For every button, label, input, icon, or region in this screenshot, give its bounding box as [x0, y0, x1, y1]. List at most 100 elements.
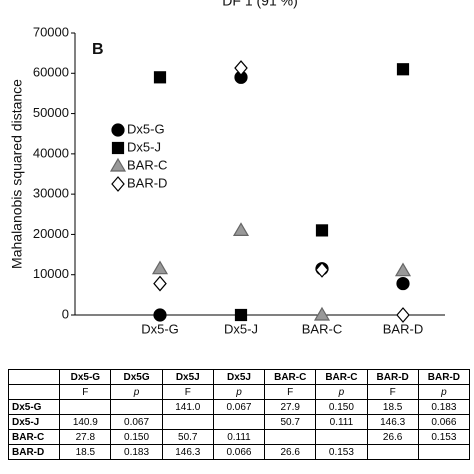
table-cell: p: [315, 384, 368, 400]
legend-label: BAR-D: [127, 175, 167, 190]
table-cell: 0.153: [417, 429, 471, 445]
marker: [153, 71, 167, 84]
table-cell: 0.066: [212, 444, 266, 460]
table-cell: [366, 444, 419, 460]
table-cell: 26.6: [264, 444, 317, 460]
table-cell: 0.111: [212, 429, 266, 445]
y-tick-label: 20000: [33, 226, 69, 241]
chart-title: DF 1 (91 %): [222, 0, 297, 9]
table-cell: p: [110, 384, 163, 400]
table-cell: BAR-D: [366, 369, 419, 385]
marker: [396, 276, 410, 291]
marker: [111, 176, 125, 192]
table-cell: Dx5-G: [7, 399, 61, 415]
y-tick-label: 10000: [33, 266, 69, 281]
panel-label: B: [92, 41, 104, 58]
marker: [234, 60, 248, 76]
table-cell: 18.5: [59, 444, 112, 460]
marker: [396, 307, 410, 323]
table-row: Dx5-G Dx5G Dx5J Dx5J BAR-C BAR-C BAR-D BAR-D: [7, 369, 471, 385]
table-cell: [212, 414, 266, 430]
marker: [111, 141, 125, 155]
y-tick-label: 40000: [33, 145, 69, 160]
table-cell: Dx5J: [212, 369, 266, 385]
table-cell: [110, 399, 163, 415]
table-cell: Dx5-G: [59, 369, 112, 385]
table-cell: p: [212, 384, 266, 400]
table-cell: BAR-C: [264, 369, 317, 385]
table-cell: p: [417, 384, 471, 400]
table-cell: [7, 384, 61, 400]
marker: [109, 157, 127, 172]
x-tick-label: Dx5-G: [141, 321, 179, 336]
marker: [153, 275, 167, 292]
table-cell: 0.183: [110, 444, 163, 460]
table-cell: 27.8: [59, 429, 112, 445]
table-row: BAR-D 18.5 0.183 146.3 0.066 26.6 0.153: [7, 444, 471, 460]
marker: [111, 123, 125, 137]
marker: [315, 224, 329, 237]
table-cell: 0.183: [417, 399, 471, 415]
table-cell: 50.7: [161, 429, 214, 445]
table-cell: [161, 414, 214, 430]
y-tick-label: 60000: [33, 65, 69, 80]
marker: [313, 306, 331, 321]
table-cell: 146.3: [366, 414, 419, 430]
marker: [151, 260, 169, 275]
table-cell: 0.066: [417, 414, 471, 430]
table-cell: [264, 429, 317, 445]
y-tick-label: 0: [62, 306, 69, 321]
table-cell: Dx5G: [110, 369, 163, 385]
marker: [234, 308, 248, 322]
legend-label: Dx5-J: [127, 139, 161, 154]
legend-label: Dx5-G: [127, 121, 165, 136]
table-cell: 140.9: [59, 414, 112, 430]
table-cell: F: [366, 384, 419, 400]
y-axis-label: Mahalanobis squared distance: [9, 79, 25, 269]
table-cell: [315, 429, 368, 445]
table-cell: 18.5: [366, 399, 419, 415]
chart: DF 1 (91 %) B Mahalanobis squared distan…: [9, 0, 445, 336]
y-tick-label: 50000: [33, 105, 69, 120]
marker: [396, 63, 410, 76]
table-cell: 0.150: [110, 429, 163, 445]
legend-label: BAR-C: [127, 157, 167, 172]
table-cell: 0.150: [315, 399, 368, 415]
x-tick-label: BAR-D: [383, 321, 423, 336]
table-cell: BAR-D: [7, 444, 61, 460]
table-cell: [417, 444, 471, 460]
table-row: BAR-C 27.8 0.150 50.7 0.111 26.6 0.153: [7, 429, 471, 445]
table-row: Dx5-J 140.9 0.067 50.7 0.111 146.3 0.066: [7, 414, 471, 430]
marker: [315, 261, 329, 278]
marker: [394, 262, 412, 277]
table-cell: [7, 369, 61, 385]
table-cell: BAR-D: [417, 369, 471, 385]
table-cell: 0.153: [315, 444, 368, 460]
y-tick-label: 30000: [33, 186, 69, 201]
table-cell: Dx5-J: [7, 414, 61, 430]
table-cell: 0.111: [315, 414, 368, 430]
table-cell: Dx5J: [161, 369, 214, 385]
table-cell: [59, 399, 112, 415]
x-tick-label: Dx5-J: [224, 321, 258, 336]
table-cell: 27.9: [264, 399, 317, 415]
marker: [153, 308, 167, 322]
table-cell: 0.067: [212, 399, 266, 415]
table-row: Dx5-G 141.0 0.067 27.9 0.150 18.5 0.183: [7, 399, 471, 415]
table-cell: BAR-C: [7, 429, 61, 445]
y-tick-label: 70000: [33, 24, 69, 39]
table-cell: BAR-C: [315, 369, 368, 385]
x-tick-label: BAR-C: [302, 321, 342, 336]
table-cell: 26.6: [366, 429, 419, 445]
table-cell: 0.067: [110, 414, 163, 430]
table-cell: 50.7: [264, 414, 317, 430]
table-cell: F: [264, 384, 317, 400]
table-cell: 146.3: [161, 444, 214, 460]
table-cell: F: [59, 384, 112, 400]
marker: [232, 222, 250, 236]
table-cell: 141.0: [161, 399, 214, 415]
table-cell: F: [161, 384, 214, 400]
